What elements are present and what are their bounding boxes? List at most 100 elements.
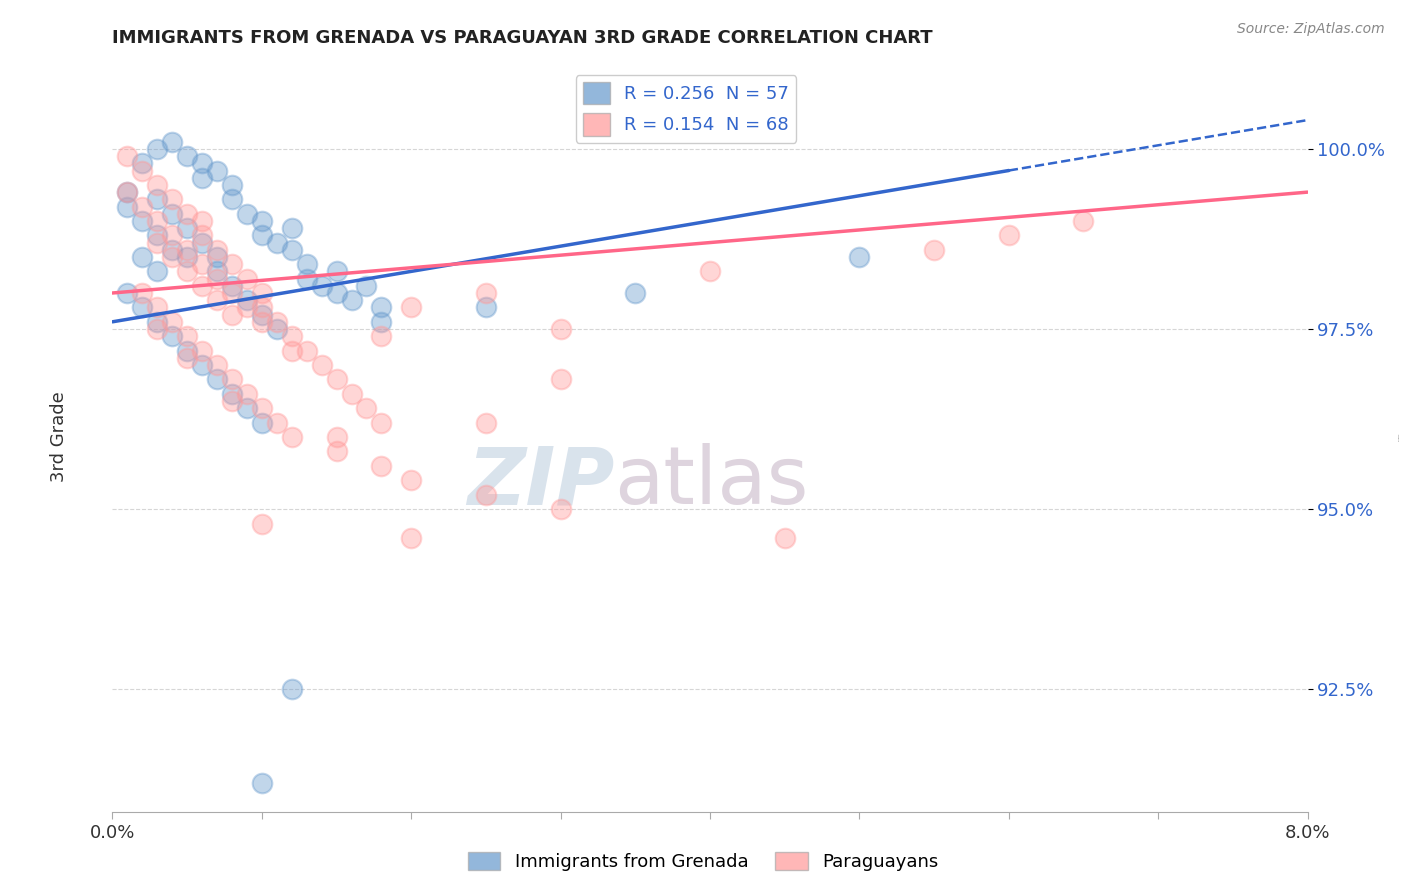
Text: Source: ZipAtlas.com: Source: ZipAtlas.com bbox=[1237, 22, 1385, 37]
Point bbox=[131, 301, 153, 315]
Text: ZIP: ZIP bbox=[467, 443, 614, 521]
Point bbox=[325, 285, 347, 300]
Point bbox=[250, 214, 273, 228]
Point bbox=[221, 387, 243, 401]
Point bbox=[146, 315, 169, 329]
Point bbox=[131, 214, 153, 228]
Point bbox=[401, 531, 423, 545]
Point bbox=[236, 207, 259, 221]
Point bbox=[117, 149, 139, 163]
Point bbox=[295, 271, 318, 285]
Point bbox=[475, 488, 498, 502]
Point bbox=[205, 358, 228, 372]
Point bbox=[281, 243, 304, 257]
Point bbox=[221, 278, 243, 293]
Point bbox=[176, 207, 198, 221]
Point bbox=[162, 315, 183, 329]
Point bbox=[370, 458, 392, 473]
Point bbox=[281, 329, 304, 343]
Point bbox=[191, 257, 214, 271]
Point bbox=[176, 250, 198, 264]
Point bbox=[205, 250, 228, 264]
Point bbox=[250, 516, 273, 531]
Point bbox=[146, 264, 169, 278]
Text: 3rd Grade: 3rd Grade bbox=[49, 392, 67, 483]
Point bbox=[221, 285, 243, 300]
Point bbox=[250, 228, 273, 243]
Point bbox=[131, 250, 153, 264]
Point bbox=[340, 293, 363, 308]
Point bbox=[922, 243, 945, 257]
Point bbox=[146, 214, 169, 228]
Point bbox=[176, 351, 198, 365]
Point bbox=[325, 430, 347, 444]
Point bbox=[325, 444, 347, 458]
Point bbox=[550, 372, 572, 386]
Point bbox=[236, 293, 259, 308]
Point bbox=[250, 776, 273, 790]
Point bbox=[146, 142, 169, 156]
Point bbox=[475, 416, 498, 430]
Point bbox=[281, 682, 304, 697]
Point bbox=[117, 285, 139, 300]
Point bbox=[146, 235, 169, 250]
Point bbox=[191, 228, 214, 243]
Point bbox=[191, 156, 214, 170]
Point bbox=[281, 221, 304, 235]
Point bbox=[162, 243, 183, 257]
Text: atlas: atlas bbox=[614, 443, 808, 521]
Point bbox=[162, 207, 183, 221]
Point bbox=[624, 285, 647, 300]
Point bbox=[162, 250, 183, 264]
Point bbox=[236, 387, 259, 401]
Point bbox=[266, 315, 288, 329]
Point bbox=[356, 401, 378, 416]
Point bbox=[370, 301, 392, 315]
Point bbox=[236, 401, 259, 416]
Point bbox=[370, 416, 392, 430]
Point bbox=[205, 264, 228, 278]
Legend: Immigrants from Grenada, Paraguayans: Immigrants from Grenada, Paraguayans bbox=[460, 845, 946, 879]
Point bbox=[117, 185, 139, 199]
Text: IMMIGRANTS FROM GRENADA VS PARAGUAYAN 3RD GRADE CORRELATION CHART: IMMIGRANTS FROM GRENADA VS PARAGUAYAN 3R… bbox=[112, 29, 934, 47]
Point bbox=[176, 149, 198, 163]
Point bbox=[191, 343, 214, 358]
Point bbox=[146, 228, 169, 243]
Point bbox=[250, 416, 273, 430]
Point bbox=[146, 301, 169, 315]
Point bbox=[131, 156, 153, 170]
Point bbox=[176, 343, 198, 358]
Point bbox=[221, 372, 243, 386]
Point bbox=[162, 329, 183, 343]
Point bbox=[117, 200, 139, 214]
Point bbox=[699, 264, 721, 278]
Point bbox=[848, 250, 870, 264]
Point bbox=[401, 301, 423, 315]
Point bbox=[475, 301, 498, 315]
Point bbox=[266, 416, 288, 430]
Point bbox=[295, 343, 318, 358]
Point bbox=[131, 200, 153, 214]
Point bbox=[146, 178, 169, 192]
Point bbox=[311, 358, 333, 372]
Point bbox=[998, 228, 1021, 243]
Point bbox=[191, 358, 214, 372]
Point bbox=[205, 271, 228, 285]
Point bbox=[550, 322, 572, 336]
Point bbox=[221, 394, 243, 409]
Point bbox=[281, 430, 304, 444]
Point bbox=[117, 185, 139, 199]
Point bbox=[162, 228, 183, 243]
Point bbox=[475, 285, 498, 300]
Point bbox=[221, 192, 243, 206]
Point bbox=[176, 221, 198, 235]
Point bbox=[131, 163, 153, 178]
Point bbox=[221, 308, 243, 322]
Point bbox=[325, 372, 347, 386]
Point bbox=[266, 322, 288, 336]
Point bbox=[295, 257, 318, 271]
Point bbox=[250, 308, 273, 322]
Point bbox=[205, 293, 228, 308]
Point bbox=[325, 264, 347, 278]
Point bbox=[340, 387, 363, 401]
